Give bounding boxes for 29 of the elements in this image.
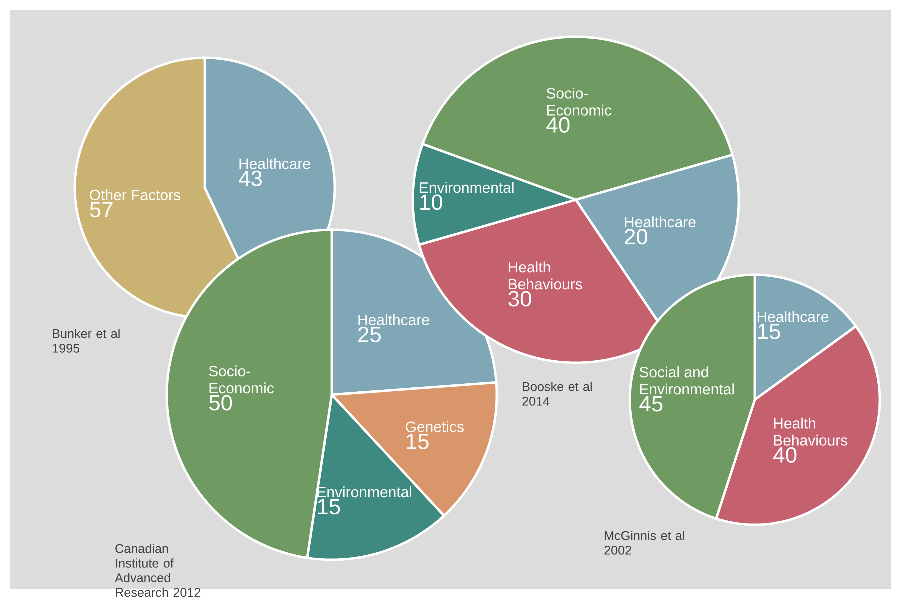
slice-label: Social and Environmental bbox=[640, 366, 734, 395]
slice-label: Healthcare bbox=[240, 158, 310, 170]
data-label: 43 bbox=[239, 170, 262, 187]
data-label: 15 bbox=[318, 499, 340, 515]
slice-label: Socio-Economic bbox=[209, 366, 274, 394]
slice-label: Healthcare bbox=[758, 311, 829, 322]
data-label: 15 bbox=[758, 324, 780, 340]
text: Bunker et al 1995 bbox=[53, 329, 120, 354]
data-label: 30 bbox=[508, 291, 532, 307]
data-label: 10 bbox=[420, 194, 443, 210]
data-label: 25 bbox=[358, 327, 381, 343]
slice-label: Healthcare bbox=[625, 216, 696, 228]
slice-label: Healthcare bbox=[358, 314, 430, 326]
slice-label: Socio-Economic bbox=[546, 88, 612, 116]
data-label: 57 bbox=[90, 202, 113, 218]
data-label: 20 bbox=[625, 229, 648, 245]
slice-label: Health Behaviours bbox=[774, 418, 848, 446]
text: Booske et al 2014 bbox=[522, 382, 592, 406]
data-label: 45 bbox=[640, 396, 663, 412]
slice-label: Other Factors bbox=[90, 190, 181, 201]
text: Canadian Institute of Advanced Research 2012 bbox=[115, 544, 201, 598]
data-label: 15 bbox=[406, 434, 429, 450]
data-label: 50 bbox=[209, 395, 232, 411]
data-label: 40 bbox=[546, 117, 570, 134]
data-label: 40 bbox=[774, 447, 797, 464]
slice-label: Environmental bbox=[420, 182, 514, 194]
slice-label: Genetics bbox=[406, 421, 464, 432]
text: McGinnis et al 2002 bbox=[604, 531, 684, 556]
slice-label: Health Behaviours bbox=[509, 262, 582, 290]
